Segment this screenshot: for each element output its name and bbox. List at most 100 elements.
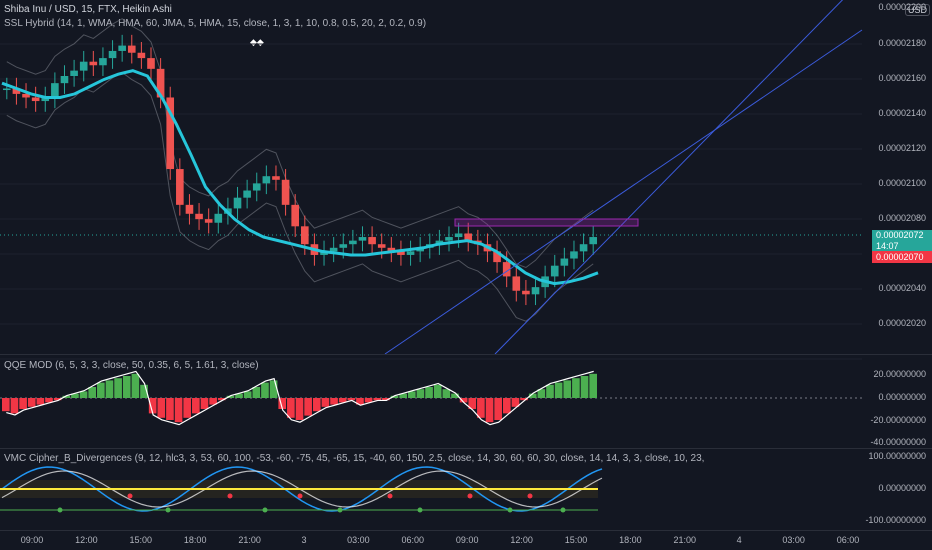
qqe-bar [36,398,45,405]
candle-body [570,251,578,259]
qqe-indicator-label[interactable]: QQE MOD (6, 5, 3, 3, close, 50, 0.35, 6,… [4,360,259,371]
price-tick: 0.00002020 [878,318,926,328]
qqe-bar [295,398,304,420]
qqe-bar [425,387,433,398]
candle-body [320,251,328,255]
qqe-bar [278,398,287,409]
qqe-bar [217,398,226,401]
qqe-bar [433,384,442,398]
candle-body [31,97,40,102]
qqe-tick: -40.00000000 [870,437,926,447]
resistance-box[interactable] [454,218,639,227]
qqe-bar [554,382,563,398]
currency-selector[interactable]: USD [904,4,930,16]
candle-body [204,219,213,223]
qqe-bar [261,382,269,398]
trendline [384,29,863,355]
vmc-dot [337,507,343,513]
qqe-bar [53,398,62,401]
price-tick: 0.00002040 [878,283,926,293]
qqe-bar [131,373,140,398]
qqe-bar [148,398,157,414]
price-tick: 0.00002100 [878,178,926,188]
candle-body [589,237,597,245]
candle-body [349,240,357,245]
qqe-bar [520,398,528,401]
vmc-dot [417,507,423,513]
time-tick: 09:00 [20,535,44,545]
qqe-bar [252,387,261,398]
candle-body [243,190,251,198]
qqe-bar [537,389,546,398]
candle-body [70,70,78,76]
candle-body [214,213,223,223]
candle-body [281,179,290,205]
candle-body [454,233,463,238]
qqe-bar [312,398,321,412]
qqe-bar [364,398,373,403]
candle-body [176,169,184,205]
qqe-bar [580,376,589,398]
qqe-bar [502,398,511,414]
time-tick: 18:00 [619,535,642,545]
candle-body [12,88,21,94]
time-tick: 18:00 [183,535,207,545]
price-tick: 0.00002160 [878,73,926,83]
qqe-bar [200,398,209,409]
price-tick: 0.00002120 [878,143,926,153]
qqe-bar [546,384,554,398]
vmc-dot [297,493,303,499]
ssl-indicator-label[interactable]: SSL Hybrid (14, 1, WMA, HMA, 60, JMA, 5,… [4,18,427,29]
candle-body [531,287,540,295]
pane-separator[interactable] [0,354,932,355]
qqe-bar [97,382,105,398]
qqe-bar [27,398,36,407]
qqe-tick: 0.00000000 [878,392,926,402]
last-price-tag: 0.00002072 14:07 [872,230,932,254]
qqe-bar [407,391,416,398]
qqe-tick: -20.00000000 [870,415,926,425]
qqe-bar [356,398,364,405]
vmc-indicator-label[interactable]: VMC Cipher_B_Divergences (9, 12, hlc3, 3… [4,453,704,464]
qqe-bar [2,398,10,412]
trendlines[interactable] [384,0,863,355]
candle-body [301,226,309,245]
candle-body [445,237,453,241]
time-tick: 15:00 [129,535,153,545]
candle-body [512,276,521,291]
vmc-tick: 100.00000000 [868,451,926,461]
candle-body [377,244,386,248]
candle-body [272,176,280,180]
qqe-bar [174,398,183,423]
candle-body [60,76,69,84]
time-tick: 03:00 [782,535,805,545]
qqe-bar [192,398,200,414]
qqe-bar [382,398,390,401]
candle-body [147,58,155,69]
qqe-bar [235,393,243,398]
time-tick: 21:00 [673,535,697,545]
pane-separator[interactable] [0,448,932,449]
qqe-bar [209,398,217,405]
candle-body [435,240,444,245]
time-tick: 15:00 [564,535,588,545]
qqe-bar [390,395,399,398]
qqe-bar [494,398,502,420]
qqe-bar [88,387,97,398]
candle-body [262,176,271,184]
trendline [494,0,844,355]
countdown: 14:07 [876,241,899,251]
candle-body [560,258,569,266]
time-tick: 09:00 [455,535,479,545]
qqe-bar [347,398,356,401]
candle-body [41,97,50,102]
qqe-bar [122,376,131,398]
candle-body [522,290,530,295]
time-tick: 12:00 [75,535,98,545]
qqe-bar [105,380,114,398]
qqe-bar [321,398,330,407]
candle-body [127,45,136,53]
price-tick: 0.00002180 [878,38,926,48]
qqe-bar [563,380,572,398]
